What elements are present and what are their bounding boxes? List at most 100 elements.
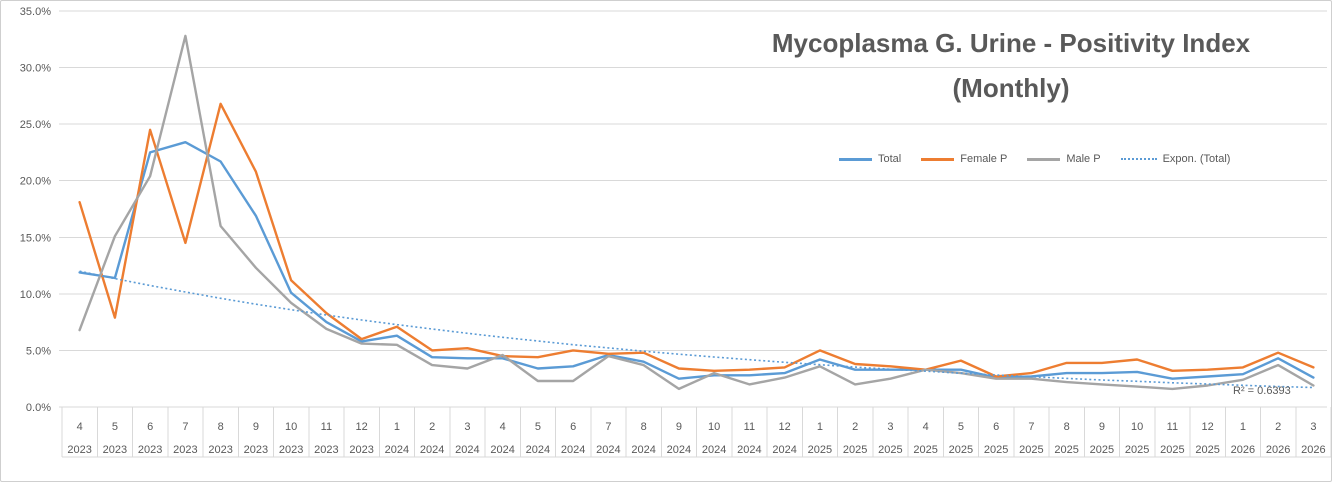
legend-item-total[interactable]: Total bbox=[839, 153, 901, 165]
x-year-label: 2025 bbox=[878, 444, 902, 456]
x-month-label: 6 bbox=[570, 421, 576, 433]
x-month-label: 7 bbox=[605, 421, 611, 433]
x-month-label: 9 bbox=[253, 421, 259, 433]
x-month-label: 8 bbox=[218, 421, 224, 433]
x-year-label: 2026 bbox=[1231, 444, 1255, 456]
series-line-male-p[interactable] bbox=[78, 34, 1315, 391]
chart-title-line2: (Monthly) bbox=[952, 73, 1070, 103]
x-month-label: 2 bbox=[852, 421, 858, 433]
y-tick-label: 0.0% bbox=[26, 402, 51, 414]
x-year-label: 2025 bbox=[913, 444, 937, 456]
x-month-label: 12 bbox=[1202, 421, 1214, 433]
legend-swatch-total-line bbox=[839, 157, 872, 161]
x-month-label: 2 bbox=[429, 421, 435, 433]
x-month-label: 9 bbox=[676, 421, 682, 433]
x-month-label: 4 bbox=[77, 421, 83, 433]
x-month-label: 9 bbox=[1099, 421, 1105, 433]
x-year-label: 2024 bbox=[526, 444, 550, 456]
legend-label-female-p: Female P bbox=[960, 153, 1008, 165]
x-month-label: 11 bbox=[1167, 421, 1178, 433]
x-year-label: 2025 bbox=[1090, 444, 1114, 456]
x-year-label: 2025 bbox=[1195, 444, 1219, 456]
x-month-label: 8 bbox=[641, 421, 647, 433]
x-month-label: 5 bbox=[535, 421, 541, 433]
x-month-label: 11 bbox=[321, 421, 332, 433]
y-tick-label: 15.0% bbox=[20, 232, 51, 244]
legend-label-male-p: Male P bbox=[1066, 153, 1101, 165]
x-month-label: 7 bbox=[1028, 421, 1034, 433]
x-month-label: 1 bbox=[1240, 421, 1246, 433]
x-month-label: 3 bbox=[464, 421, 470, 433]
x-year-label: 2023 bbox=[173, 444, 197, 456]
x-year-label: 2024 bbox=[490, 444, 514, 456]
y-tick-label: 35.0% bbox=[20, 6, 51, 18]
x-year-label: 2024 bbox=[631, 444, 655, 456]
x-month-label: 10 bbox=[285, 421, 297, 433]
x-month-label: 12 bbox=[779, 421, 791, 433]
legend-swatch-male-p-line bbox=[1027, 157, 1061, 161]
legend-label-total: Total bbox=[878, 153, 902, 165]
x-month-label: 8 bbox=[1064, 421, 1070, 433]
x-year-label: 2025 bbox=[1160, 444, 1184, 456]
x-year-label: 2025 bbox=[949, 444, 973, 456]
x-year-label: 2025 bbox=[1054, 444, 1078, 456]
x-month-label: 3 bbox=[1310, 421, 1316, 433]
x-year-label: 2026 bbox=[1266, 444, 1290, 456]
x-month-label: 6 bbox=[147, 421, 153, 433]
x-year-label: 2023 bbox=[138, 444, 162, 456]
x-year-label: 2024 bbox=[385, 444, 409, 456]
legend-label-expon-total: Expon. (Total) bbox=[1162, 153, 1231, 165]
x-month-label: 2 bbox=[1275, 421, 1281, 433]
series-line-expon-total[interactable] bbox=[79, 270, 1314, 389]
series-line-female-p[interactable] bbox=[78, 102, 1315, 378]
x-year-label: 2023 bbox=[244, 444, 268, 456]
x-month-label: 12 bbox=[356, 421, 368, 433]
x-month-label: 7 bbox=[182, 421, 188, 433]
legend: Total Female P Male P Expon. (Total) bbox=[839, 151, 1230, 167]
x-month-label: 3 bbox=[887, 421, 893, 433]
r2-annotation: R² = 0.6393 bbox=[1233, 385, 1291, 397]
x-month-label: 1 bbox=[817, 421, 823, 433]
y-tick-label: 30.0% bbox=[20, 63, 51, 75]
x-year-label: 2025 bbox=[843, 444, 867, 456]
series-line-total[interactable] bbox=[78, 140, 1315, 380]
x-year-label: 2024 bbox=[561, 444, 585, 456]
x-year-label: 2024 bbox=[596, 444, 620, 456]
x-year-label: 2024 bbox=[667, 444, 691, 456]
x-year-label: 2024 bbox=[702, 444, 726, 456]
chart-title-line1: Mycoplasma G. Urine - Positivity Index bbox=[771, 28, 1251, 58]
legend-item-female-p[interactable]: Female P bbox=[921, 153, 1007, 165]
x-year-label: 2023 bbox=[103, 444, 127, 456]
legend-swatch-expon-total-line bbox=[1120, 158, 1157, 160]
x-year-label: 2025 bbox=[984, 444, 1008, 456]
x-year-label: 2023 bbox=[349, 444, 373, 456]
x-year-label: 2024 bbox=[455, 444, 479, 456]
legend-item-male-p[interactable]: Male P bbox=[1027, 153, 1101, 165]
legend-item-expon-total[interactable]: Expon. (Total) bbox=[1120, 153, 1231, 165]
y-tick-label: 25.0% bbox=[20, 119, 51, 131]
x-month-label: 10 bbox=[708, 421, 720, 433]
x-year-label: 2023 bbox=[67, 444, 91, 456]
x-month-label: 6 bbox=[993, 421, 999, 433]
x-month-label: 4 bbox=[923, 421, 929, 433]
x-year-label: 2025 bbox=[1019, 444, 1043, 456]
x-month-label: 5 bbox=[958, 421, 964, 433]
x-month-label: 5 bbox=[112, 421, 118, 433]
x-month-label: 10 bbox=[1131, 421, 1143, 433]
x-year-label: 2026 bbox=[1301, 444, 1325, 456]
x-year-label: 2024 bbox=[420, 444, 444, 456]
chart-title[interactable]: Mycoplasma G. Urine - Positivity Index (… bbox=[691, 21, 1331, 111]
legend-swatch-female-p-line bbox=[921, 157, 955, 161]
x-year-label: 2023 bbox=[208, 444, 232, 456]
x-year-label: 2023 bbox=[279, 444, 303, 456]
x-year-label: 2025 bbox=[808, 444, 832, 456]
y-tick-label: 10.0% bbox=[20, 289, 51, 301]
x-year-label: 2023 bbox=[314, 444, 338, 456]
x-month-label: 11 bbox=[744, 421, 755, 433]
x-year-label: 2025 bbox=[1125, 444, 1149, 456]
x-year-label: 2024 bbox=[772, 444, 796, 456]
x-month-label: 1 bbox=[394, 421, 400, 433]
y-tick-label: 20.0% bbox=[20, 176, 51, 188]
